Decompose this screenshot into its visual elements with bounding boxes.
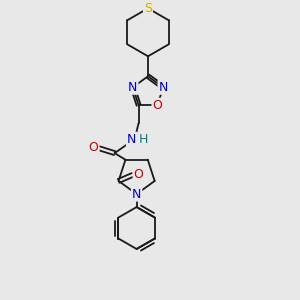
Text: N: N — [128, 81, 137, 94]
Text: O: O — [152, 99, 162, 112]
Text: N: N — [158, 81, 168, 94]
Text: N: N — [132, 188, 141, 201]
Text: N: N — [127, 133, 136, 146]
Text: S: S — [144, 2, 152, 15]
Text: O: O — [89, 141, 99, 154]
Text: O: O — [134, 169, 143, 182]
Text: H: H — [139, 133, 148, 146]
